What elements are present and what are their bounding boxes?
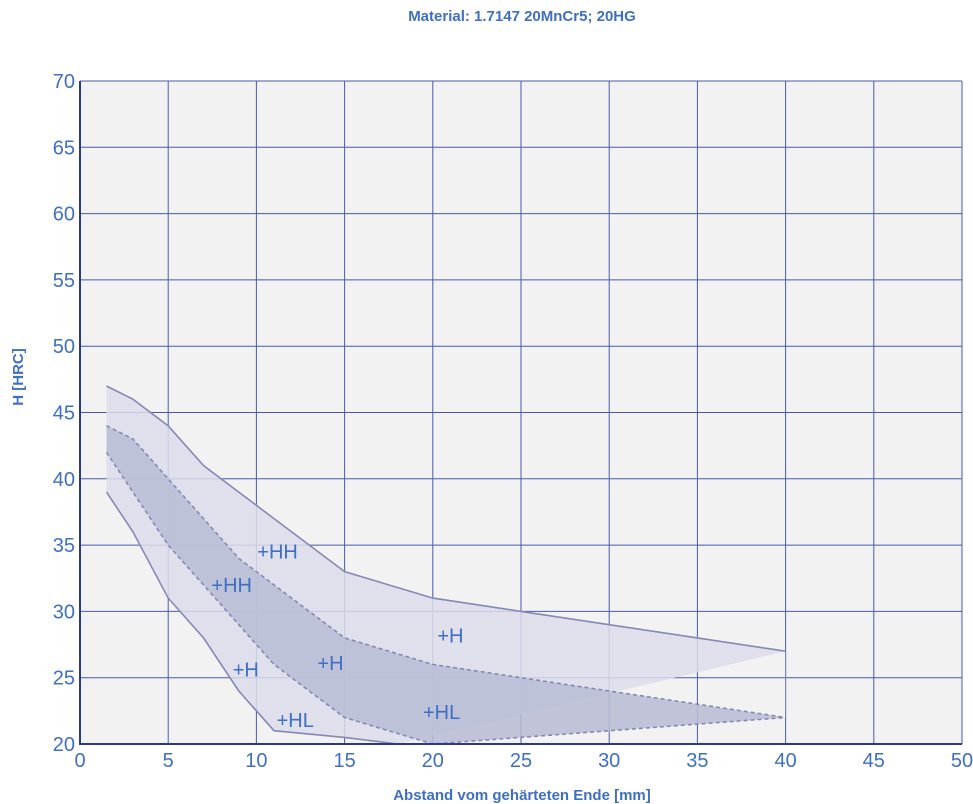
y-tick-label: 20 [53, 734, 75, 756]
y-tick-label: 50 [53, 336, 75, 358]
band-label: +H [437, 625, 463, 647]
band-labels: +HH+HH +H +H +H +HL +HL [211, 542, 463, 732]
series-line-upper-mid [106, 425, 786, 719]
series-line-max [106, 385, 786, 652]
y-tick-label: 60 [53, 204, 75, 226]
y-tick-label: 30 [53, 601, 75, 623]
x-tick-label: 20 [422, 750, 444, 772]
band-label: +H [233, 660, 259, 682]
x-tick-labels: 0 5 10 15 20 25 30 35 40 45 50 [74, 750, 973, 772]
inner-band [106, 425, 786, 744]
x-tick-label: 45 [863, 750, 885, 772]
y-tick-label: 65 [53, 137, 75, 159]
band-label: +HH [257, 542, 298, 564]
band-label: +HL [277, 710, 314, 732]
x-tick-label: 0 [74, 750, 85, 772]
x-tick-label: 10 [245, 750, 267, 772]
series-lines [105, 385, 787, 745]
grid [79, 80, 963, 745]
band-label: +H [317, 653, 343, 675]
y-axis-label: H [HRC] [10, 348, 27, 406]
band-label: +HL [423, 702, 460, 724]
x-tick-label: 40 [774, 750, 796, 772]
x-tick-label: 15 [333, 750, 355, 772]
x-tick-label: 5 [163, 750, 174, 772]
bands [106, 386, 786, 744]
x-tick-label: 25 [510, 750, 532, 772]
axes [79, 81, 962, 745]
band-label: +HH [211, 575, 252, 597]
y-tick-label: 45 [53, 403, 75, 425]
y-tick-label: 25 [53, 668, 75, 690]
chart-title: Material: 1.7147 20MnCr5; 20HG [408, 8, 636, 25]
y-tick-label: 40 [53, 469, 75, 491]
series-line-min [105, 491, 398, 745]
x-tick-label: 50 [951, 750, 973, 772]
series-line-lower-mid [105, 451, 786, 745]
x-axis-label: Abstand vom gehärteten Ende [mm] [393, 787, 651, 804]
y-tick-label: 70 [53, 71, 75, 93]
y-tick-label: 35 [53, 535, 75, 557]
x-tick-label: 30 [598, 750, 620, 772]
x-tick-label: 35 [686, 750, 708, 772]
y-tick-labels: 20 25 30 35 40 45 50 55 60 65 70 [53, 71, 75, 756]
y-tick-label: 55 [53, 270, 75, 292]
